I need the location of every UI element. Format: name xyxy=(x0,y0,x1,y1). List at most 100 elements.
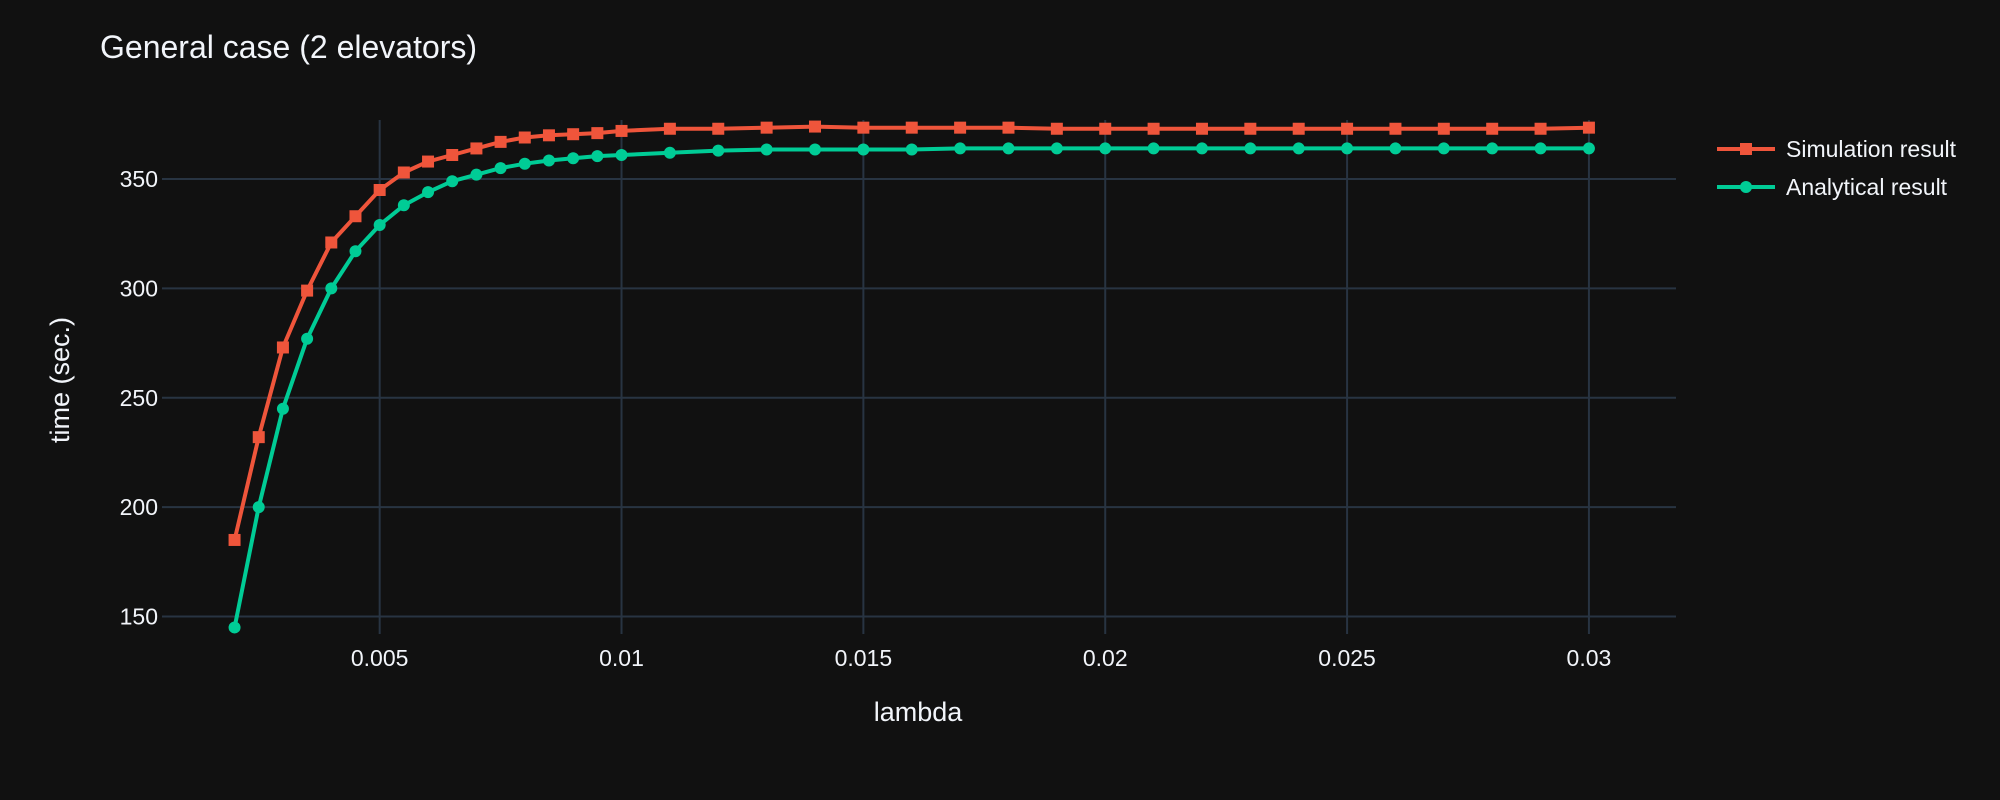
x-tick-label: 0.01 xyxy=(599,645,644,671)
data-point xyxy=(1292,122,1305,135)
data-point xyxy=(542,129,555,142)
data-point xyxy=(954,142,967,155)
legend-item: Analytical result xyxy=(1717,174,1948,200)
y-tick-label: 200 xyxy=(120,494,158,520)
data-point xyxy=(349,245,362,258)
data-point xyxy=(1534,142,1547,155)
data-point xyxy=(446,175,459,188)
data-point xyxy=(1002,121,1015,134)
data-point xyxy=(373,183,386,196)
x-axis-title: lambda xyxy=(874,697,964,727)
data-point xyxy=(663,146,676,159)
y-axis-title: time (sec.) xyxy=(45,317,75,443)
data-point xyxy=(301,284,314,297)
data-point xyxy=(1582,142,1595,155)
data-point xyxy=(1292,142,1305,155)
series-0 xyxy=(228,120,1595,546)
data-point xyxy=(397,199,410,212)
data-point xyxy=(1486,122,1499,135)
y-tick-label: 300 xyxy=(120,275,158,301)
data-point xyxy=(857,143,870,156)
data-point xyxy=(760,143,773,156)
data-point xyxy=(591,150,604,163)
data-point xyxy=(1389,142,1402,155)
data-point xyxy=(1534,122,1547,135)
x-tick-labels: 0.005 0.01 0.015 0.02 0.025 0.03 xyxy=(351,645,1611,671)
data-point xyxy=(301,332,314,345)
data-point xyxy=(1244,142,1257,155)
data-point xyxy=(712,122,725,135)
data-point xyxy=(905,143,918,156)
data-point xyxy=(494,135,507,148)
legend-label: Simulation result xyxy=(1786,136,1957,162)
data-point xyxy=(325,236,338,249)
data-point xyxy=(494,162,507,175)
x-gridlines xyxy=(378,120,1590,634)
y-tick-label: 350 xyxy=(120,166,158,192)
legend-swatch-marker xyxy=(1740,181,1752,193)
data-point xyxy=(542,154,555,167)
legend-label: Analytical result xyxy=(1786,174,1948,200)
data-point xyxy=(373,218,386,231)
data-point xyxy=(1099,122,1112,135)
data-point xyxy=(567,152,580,165)
data-point xyxy=(1437,142,1450,155)
data-point xyxy=(276,402,289,415)
data-point xyxy=(470,142,483,155)
x-tick-label: 0.015 xyxy=(835,645,893,671)
data-point xyxy=(1486,142,1499,155)
data-point xyxy=(470,168,483,181)
data-point xyxy=(954,121,967,134)
data-point xyxy=(252,501,265,514)
data-point xyxy=(422,186,435,199)
data-point xyxy=(857,121,870,134)
data-point xyxy=(397,166,410,179)
y-tick-label: 250 xyxy=(120,385,158,411)
data-point xyxy=(1050,142,1063,155)
data-point xyxy=(615,148,628,161)
series-layer xyxy=(228,120,1595,634)
data-point xyxy=(1582,121,1595,134)
data-point xyxy=(228,621,241,634)
data-point xyxy=(905,121,918,134)
data-point xyxy=(422,155,435,168)
data-point xyxy=(1244,122,1257,135)
data-point xyxy=(809,143,822,156)
data-point xyxy=(518,157,531,170)
data-point xyxy=(663,122,676,135)
data-point xyxy=(1389,122,1402,135)
y-tick-labels: 150 200 250 300 350 xyxy=(120,166,158,629)
data-point xyxy=(591,127,604,140)
data-point xyxy=(349,210,362,223)
y-tick-label: 150 xyxy=(120,604,158,630)
legend-swatch-marker xyxy=(1740,143,1752,155)
data-point xyxy=(276,341,289,354)
data-point xyxy=(1195,122,1208,135)
data-point xyxy=(1437,122,1450,135)
legend: Simulation result Analytical result xyxy=(1717,136,1957,200)
x-tick-label: 0.02 xyxy=(1083,645,1128,671)
legend-item: Simulation result xyxy=(1717,136,1957,162)
data-point xyxy=(518,131,531,144)
data-point xyxy=(252,431,265,444)
data-point xyxy=(1147,122,1160,135)
data-point xyxy=(1050,122,1063,135)
data-point xyxy=(1002,142,1015,155)
x-tick-label: 0.025 xyxy=(1318,645,1376,671)
data-point xyxy=(446,148,459,161)
data-point xyxy=(567,128,580,141)
x-tick-label: 0.005 xyxy=(351,645,409,671)
x-tick-label: 0.03 xyxy=(1567,645,1612,671)
data-point xyxy=(1099,142,1112,155)
series-line xyxy=(232,146,1589,628)
data-point xyxy=(615,124,628,137)
data-point xyxy=(1195,142,1208,155)
data-point xyxy=(1341,142,1354,155)
series-1 xyxy=(228,142,1595,634)
data-point xyxy=(760,121,773,134)
data-point xyxy=(325,282,338,295)
data-point xyxy=(809,120,822,133)
data-point xyxy=(1147,142,1160,155)
data-point xyxy=(1341,122,1354,135)
